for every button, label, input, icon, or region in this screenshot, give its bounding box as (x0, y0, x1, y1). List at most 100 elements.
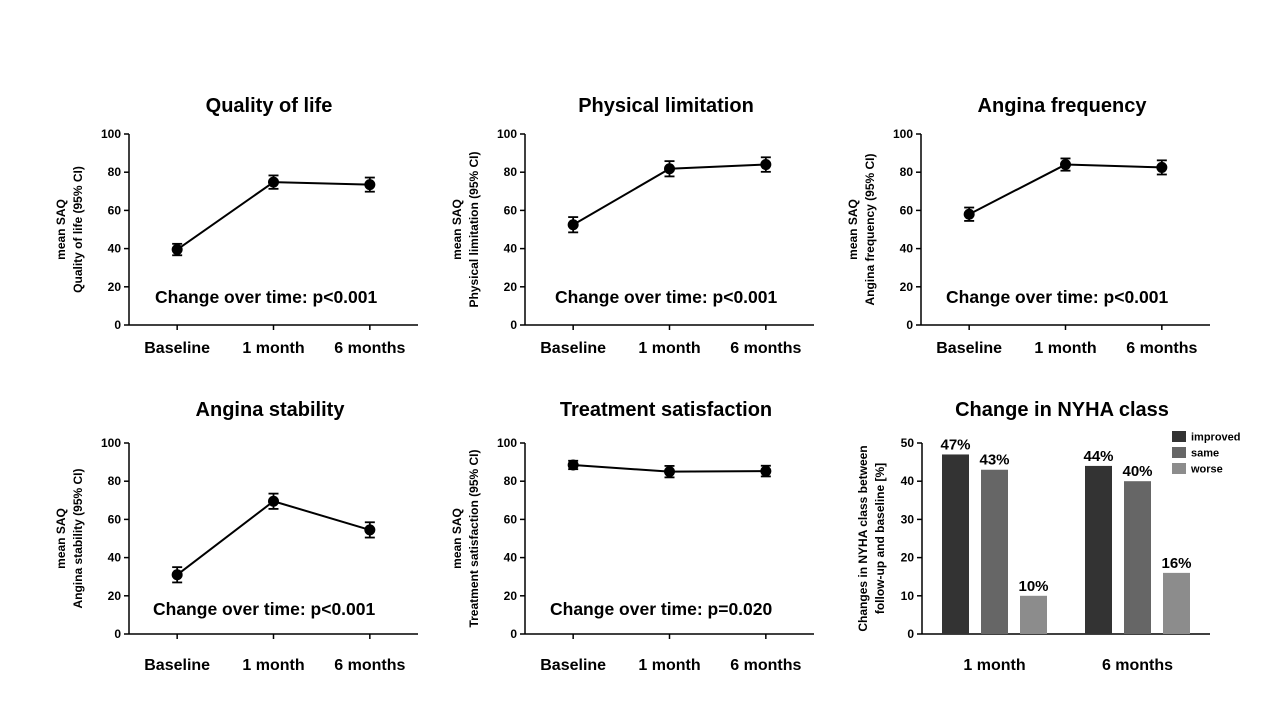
chart-title: Treatment satisfaction (560, 399, 772, 421)
y-tick-label: 20 (108, 280, 122, 294)
data-label: 47% (940, 436, 970, 453)
x-tick-label: 1 month (963, 657, 1025, 674)
y-tick-label: 100 (497, 127, 517, 141)
y-tick-label: 60 (108, 203, 122, 217)
chart-panel-6: Change in NYHA class Changes in NYHA clas… (856, 399, 1241, 674)
y-tick-label: 60 (900, 203, 914, 217)
bar-worse (1163, 572, 1190, 634)
x-tick-label: 1 month (242, 657, 304, 674)
y-axis-label: Angina frequency (95% CI) (863, 153, 877, 305)
x-tick-label: Baseline (540, 340, 606, 357)
y-tick-label: 20 (504, 589, 518, 603)
y-tick-label: 40 (504, 242, 518, 256)
y-tick-label: 10 (901, 589, 915, 603)
chart-title: Angina stability (196, 399, 346, 421)
legend-label: same (1191, 448, 1219, 460)
x-tick-label: 6 months (730, 340, 801, 357)
chart-panel-3: Angina frequency mean SAQ Angina frequency… (846, 95, 1210, 357)
chart-title: Physical limitation (578, 95, 754, 117)
y-tick-label: 40 (108, 242, 122, 256)
data-label: 10% (1018, 578, 1048, 595)
y-tick-label: 60 (504, 203, 518, 217)
chart-title: Angina frequency (978, 95, 1148, 117)
data-point (1156, 161, 1168, 173)
y-tick-label: 80 (900, 165, 914, 179)
data-point (1060, 159, 1071, 171)
y-axis-label: Changes in NYHA class between (856, 445, 870, 631)
y-tick-label: 0 (510, 318, 517, 332)
data-label: 16% (1161, 555, 1191, 572)
legend-swatch-worse (1172, 463, 1186, 474)
y-tick-label: 20 (504, 280, 518, 294)
x-tick-label: Baseline (540, 657, 606, 674)
data-point (664, 163, 675, 175)
bar-improved (942, 454, 969, 634)
y-axis-label: mean SAQ (54, 199, 68, 260)
y-axis-label: Physical limitation (95% CI) (467, 151, 481, 307)
y-tick-label: 0 (114, 318, 121, 332)
data-point (171, 244, 183, 256)
x-tick-label: 1 month (1034, 340, 1096, 357)
series-line (176, 500, 371, 576)
y-tick-label: 20 (108, 589, 122, 603)
bar-same (1124, 481, 1151, 634)
y-tick-label: 80 (504, 474, 518, 488)
significance-annotation: Change over time: p<0.001 (155, 287, 378, 307)
x-tick-label: 6 months (730, 657, 801, 674)
chart-panel-4: Angina stability mean SAQ Angina stability… (54, 399, 418, 674)
x-tick-label: 6 months (1126, 340, 1197, 357)
bar-same (981, 469, 1008, 634)
y-tick-label: 100 (893, 127, 913, 141)
y-axis-label: Treatment satisfaction (95% CI) (467, 449, 481, 627)
y-tick-label: 40 (901, 474, 915, 488)
y-tick-label: 40 (108, 551, 122, 565)
y-tick-label: 0 (114, 627, 121, 641)
data-point (664, 466, 675, 478)
y-tick-label: 50 (901, 436, 915, 450)
x-tick-label: 1 month (242, 340, 304, 357)
y-tick-label: 40 (900, 242, 914, 256)
x-tick-label: 6 months (334, 340, 405, 357)
x-tick-label: 1 month (638, 340, 700, 357)
data-point (760, 159, 772, 171)
y-axis-label: follow-up and baseline [%] (873, 463, 887, 614)
significance-annotation: Change over time: p<0.001 (153, 599, 376, 619)
y-axis-label: mean SAQ (450, 199, 464, 260)
x-tick-label: 6 months (1102, 657, 1173, 674)
y-tick-label: 100 (101, 436, 121, 450)
y-tick-label: 100 (101, 127, 121, 141)
y-tick-label: 0 (510, 627, 517, 641)
y-tick-label: 100 (497, 436, 517, 450)
y-axis-label: Quality of life (95% CI) (71, 166, 85, 293)
data-point (963, 208, 975, 220)
data-point (567, 219, 579, 231)
significance-annotation: Change over time: p=0.020 (550, 599, 773, 619)
y-tick-label: 80 (504, 165, 518, 179)
legend-label: improved (1191, 432, 1241, 444)
series-line (968, 163, 1162, 216)
y-tick-label: 60 (108, 512, 122, 526)
y-tick-label: 20 (901, 551, 915, 565)
legend-swatch-same (1172, 447, 1186, 458)
x-tick-label: Baseline (936, 340, 1002, 357)
data-point (364, 524, 376, 536)
y-axis-label: mean SAQ (54, 508, 68, 569)
y-tick-label: 30 (901, 512, 915, 526)
y-tick-label: 0 (906, 318, 913, 332)
significance-annotation: Change over time: p<0.001 (946, 287, 1169, 307)
chart-panel-5: Treatment satisfaction mean SAQ Treatment … (450, 399, 814, 674)
x-tick-label: Baseline (144, 657, 210, 674)
data-point (364, 179, 376, 191)
y-tick-label: 80 (108, 165, 122, 179)
data-point (268, 176, 279, 188)
legend-swatch-improved (1172, 431, 1186, 442)
y-tick-label: 60 (504, 512, 518, 526)
data-label: 40% (1122, 463, 1152, 480)
x-tick-label: 6 months (334, 657, 405, 674)
data-label: 43% (979, 452, 1009, 469)
data-point (567, 459, 579, 471)
y-axis-label: Angina stability (95% CI) (71, 468, 85, 608)
y-tick-label: 0 (907, 627, 914, 641)
series-line (176, 181, 370, 251)
